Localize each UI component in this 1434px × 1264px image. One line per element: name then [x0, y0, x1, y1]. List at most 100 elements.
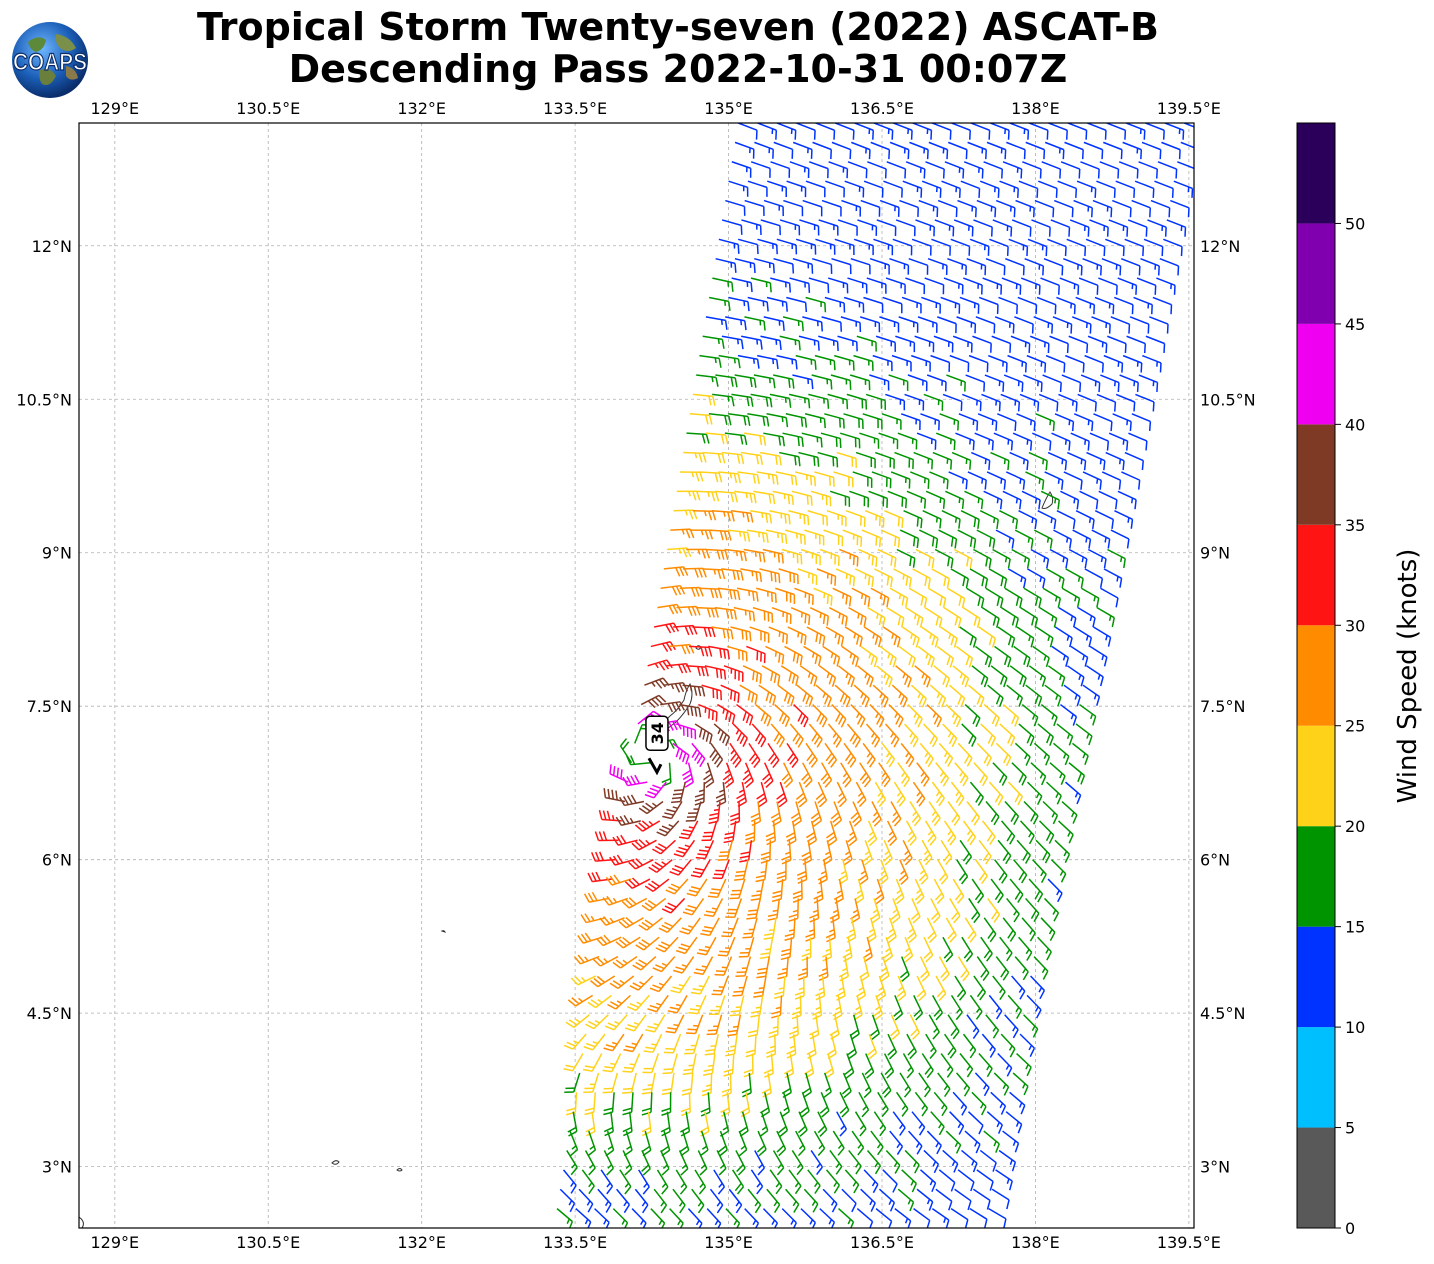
wind-barb [603, 1033, 625, 1052]
wind-barb [858, 548, 878, 568]
wind-barb [632, 956, 657, 971]
wind-barb [854, 568, 875, 587]
wind-barb [859, 762, 872, 788]
wind-barb [711, 975, 729, 996]
wind-barb [1054, 839, 1071, 864]
wind-barb [756, 781, 768, 808]
wind-barb [665, 1014, 685, 1034]
wind-barb [848, 606, 867, 627]
wind-barb [565, 1014, 590, 1029]
wind-barb [804, 413, 826, 429]
wind-barb [809, 606, 830, 626]
wind-barb [921, 626, 939, 648]
wind-barb [742, 665, 762, 684]
wind-barb [870, 141, 891, 160]
colorbar-bin [1297, 625, 1335, 726]
wind-barb [1135, 393, 1155, 412]
wind-barb [1115, 180, 1136, 198]
wind-barb [607, 994, 631, 1010]
wind-barb [957, 199, 977, 218]
wind-barb [809, 1014, 820, 1040]
wind-barb [894, 878, 905, 905]
wind-barb [801, 937, 812, 962]
wind-barb [650, 640, 676, 653]
wind-barb [842, 529, 863, 547]
wind-barb [564, 1072, 581, 1093]
wind-barb [873, 568, 893, 588]
wind-barb [754, 257, 775, 274]
wind-barb [1073, 413, 1094, 432]
wind-barb [843, 742, 857, 768]
wind-barb [731, 277, 753, 293]
wind-barb [1030, 975, 1046, 1000]
wind-barb [931, 1207, 950, 1228]
wind-barb [701, 684, 722, 701]
wind-barb [834, 238, 855, 255]
wind-barb [835, 568, 856, 587]
wind-barb [714, 956, 733, 976]
wind-barb [1040, 490, 1060, 510]
map-frame [78, 122, 1195, 1229]
wind-barb [962, 820, 977, 846]
wind-barb [781, 1092, 790, 1118]
wind-barb [1048, 123, 1068, 140]
wind-barb [634, 820, 661, 832]
wind-barb [984, 374, 1005, 392]
colorbar-tick-label: 20 [1345, 817, 1365, 836]
wind-barb [1007, 994, 1023, 1019]
wind-barb [653, 622, 680, 634]
wind-barb [925, 1033, 937, 1059]
wind-barb [743, 1053, 754, 1078]
wind-barb [1054, 413, 1075, 432]
wind-barb [750, 161, 771, 178]
wind-barb [820, 762, 833, 788]
wind-barb [744, 316, 766, 331]
wind-barb [974, 1072, 990, 1097]
wind-barb [1011, 975, 1026, 1000]
wind-barb [660, 1111, 671, 1137]
wind-barb [815, 781, 828, 808]
wind-barb [934, 219, 955, 237]
wind-barb [810, 490, 832, 507]
wind-barb [957, 1169, 975, 1192]
wind-barb [1063, 258, 1083, 276]
wind-barb [834, 684, 851, 708]
wind-barb [799, 1092, 810, 1118]
lat-tick-label-right: 4.5°N [1200, 1004, 1245, 1023]
wind-barb [695, 606, 719, 618]
wind-barb [814, 354, 836, 371]
wind-barb [1128, 432, 1148, 451]
wind-barb [892, 1111, 906, 1136]
wind-barb [669, 643, 695, 655]
wind-barb [784, 645, 803, 666]
wind-barb [785, 413, 808, 428]
wind-barb [1142, 354, 1162, 373]
wind-barb [641, 1092, 653, 1116]
wind-barb [967, 1111, 984, 1135]
wind-barb [794, 587, 814, 605]
wind-barb [891, 684, 908, 708]
wind-barb [1002, 161, 1023, 179]
wind-barb [925, 161, 945, 179]
wind-barb [1002, 704, 1020, 727]
wind-barb [563, 1053, 584, 1072]
wind-barb [732, 975, 748, 997]
wind-barb [689, 413, 713, 425]
wind-barb [680, 1092, 691, 1117]
wind-barb [841, 199, 862, 217]
wind-barb [700, 917, 720, 937]
wind-barb [949, 1111, 965, 1135]
wind-barb [878, 432, 899, 450]
wind-barb [851, 141, 871, 160]
wind-barb [935, 1188, 953, 1211]
wind-barb [1149, 316, 1169, 334]
storm-label: 34 [648, 722, 667, 744]
wind-barb [612, 834, 638, 846]
wind-barb [844, 1169, 860, 1194]
wind-barb [775, 587, 796, 604]
wind-barb [1057, 180, 1078, 198]
wind-barb [790, 606, 811, 625]
wind-barb [1075, 723, 1093, 746]
wind-barb [1033, 529, 1053, 549]
wind-barb [680, 471, 704, 482]
